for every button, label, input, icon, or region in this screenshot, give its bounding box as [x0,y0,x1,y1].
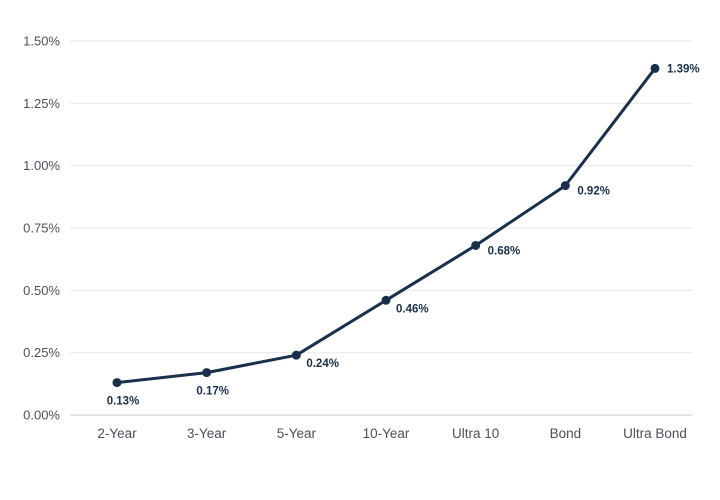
x-axis-tick-label: Ultra Bond [623,426,687,441]
y-axis-tick-label: 0.00% [23,408,60,423]
data-point-label: 0.92% [577,186,610,198]
data-point-marker [291,350,301,360]
x-axis-tick-label: 10-Year [363,426,410,441]
data-point-marker [202,368,212,378]
data-point-label: 0.17% [196,386,229,398]
data-point-marker [650,63,660,73]
y-axis-tick-label: 0.50% [23,283,60,298]
x-axis-tick-label: 5-Year [277,426,317,441]
x-axis-tick-label: Ultra 10 [452,426,499,441]
y-axis-tick-label: 1.25% [23,96,60,111]
x-axis-tick-label: 3-Year [187,426,227,441]
y-axis-tick-label: 1.00% [23,158,60,173]
y-axis-tick-label: 0.75% [23,221,60,236]
x-axis-tick-label: Bond [550,426,582,441]
data-point-label: 0.68% [488,245,521,257]
data-point-marker [112,378,122,388]
data-point-marker [381,295,391,305]
y-axis-tick-label: 0.25% [23,345,60,360]
data-point-marker [560,181,570,191]
yield-line-series [115,66,657,385]
data-point-label: 0.24% [306,358,339,370]
y-axis-tick-label: 1.50% [23,34,60,49]
x-axis-tick-label: 2-Year [97,426,137,441]
data-point-label: 0.46% [396,303,429,315]
data-point-label: 0.13% [107,396,140,408]
data-point-label: 1.39% [667,63,700,75]
data-point-marker [471,240,481,250]
